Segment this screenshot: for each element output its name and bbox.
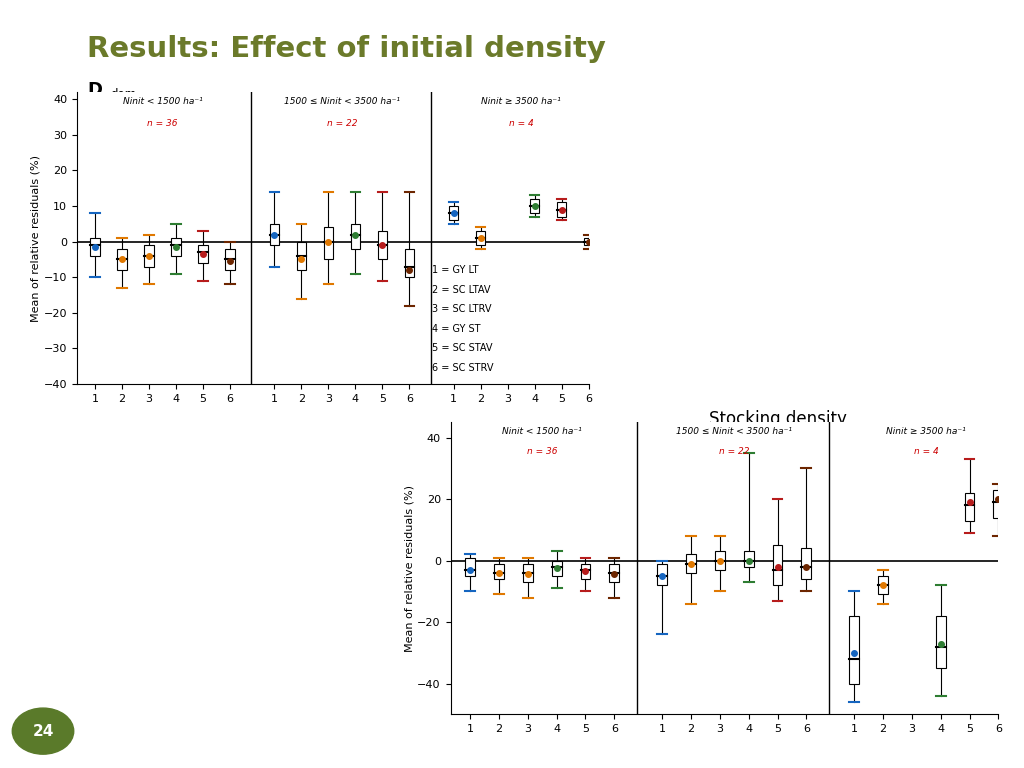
Bar bbox=[878, 576, 888, 594]
Bar bbox=[144, 245, 154, 266]
Bar bbox=[530, 199, 540, 214]
Bar bbox=[936, 616, 945, 668]
Text: Ninit ≥ 3500 ha⁻¹: Ninit ≥ 3500 ha⁻¹ bbox=[887, 426, 966, 435]
Bar bbox=[494, 564, 504, 579]
Text: 1 = GY LT: 1 = GY LT bbox=[432, 265, 479, 275]
Text: dom: dom bbox=[111, 88, 137, 101]
Text: 4 = GY ST: 4 = GY ST bbox=[432, 324, 481, 334]
Bar bbox=[965, 493, 975, 521]
Text: 1500 ≤ Ninit < 3500 ha⁻¹: 1500 ≤ Ninit < 3500 ha⁻¹ bbox=[676, 426, 793, 435]
Y-axis label: Mean of relative residuals (%): Mean of relative residuals (%) bbox=[31, 154, 41, 322]
Bar bbox=[686, 554, 695, 573]
Text: n = 22: n = 22 bbox=[719, 447, 750, 456]
Bar bbox=[297, 242, 306, 270]
Bar bbox=[584, 238, 594, 245]
Text: n = 36: n = 36 bbox=[147, 119, 177, 128]
Bar bbox=[450, 206, 459, 220]
Bar bbox=[476, 231, 485, 245]
Bar bbox=[171, 238, 180, 256]
Text: $\mathbf{D}$: $\mathbf{D}$ bbox=[87, 81, 103, 98]
Bar bbox=[225, 249, 234, 270]
Text: Results: Effect of initial density: Results: Effect of initial density bbox=[87, 35, 606, 62]
Bar bbox=[849, 616, 859, 684]
Bar bbox=[378, 231, 387, 260]
Text: 24: 24 bbox=[33, 723, 53, 739]
Text: Ninit ≥ 3500 ha⁻¹: Ninit ≥ 3500 ha⁻¹ bbox=[481, 97, 561, 106]
Text: n = 4: n = 4 bbox=[913, 447, 939, 456]
Bar bbox=[324, 227, 333, 260]
Y-axis label: Mean of relative residuals (%): Mean of relative residuals (%) bbox=[404, 485, 415, 652]
Bar bbox=[552, 561, 561, 576]
Bar bbox=[581, 564, 591, 579]
Text: n = 4: n = 4 bbox=[509, 119, 534, 128]
Bar bbox=[557, 203, 566, 217]
Bar bbox=[465, 558, 475, 576]
Bar bbox=[743, 551, 754, 567]
Text: 5 = SC STAV: 5 = SC STAV bbox=[432, 343, 493, 353]
Bar bbox=[269, 223, 279, 245]
Bar bbox=[715, 551, 725, 570]
Bar bbox=[772, 545, 782, 585]
Text: Ninit < 1500 ha⁻¹: Ninit < 1500 ha⁻¹ bbox=[123, 97, 203, 106]
Bar bbox=[609, 564, 620, 582]
Bar bbox=[657, 564, 667, 585]
Text: 2 = SC LTAV: 2 = SC LTAV bbox=[432, 285, 490, 295]
Text: 3 = SC LTRV: 3 = SC LTRV bbox=[432, 304, 492, 314]
Bar bbox=[993, 490, 1004, 518]
Bar bbox=[404, 249, 414, 277]
Text: Stocking density: Stocking density bbox=[710, 409, 847, 428]
Bar bbox=[199, 245, 208, 263]
Bar bbox=[351, 223, 360, 249]
Text: 1500 ≤ Ninit < 3500 ha⁻¹: 1500 ≤ Ninit < 3500 ha⁻¹ bbox=[284, 97, 399, 106]
Text: 6 = SC STRV: 6 = SC STRV bbox=[432, 363, 494, 373]
Text: n = 36: n = 36 bbox=[527, 447, 557, 456]
Bar bbox=[802, 548, 811, 579]
Circle shape bbox=[12, 708, 74, 754]
Bar bbox=[523, 564, 532, 582]
Text: n = 22: n = 22 bbox=[327, 119, 357, 128]
Bar bbox=[118, 249, 127, 270]
Text: Ninit < 1500 ha⁻¹: Ninit < 1500 ha⁻¹ bbox=[503, 426, 582, 435]
Bar bbox=[90, 238, 99, 256]
